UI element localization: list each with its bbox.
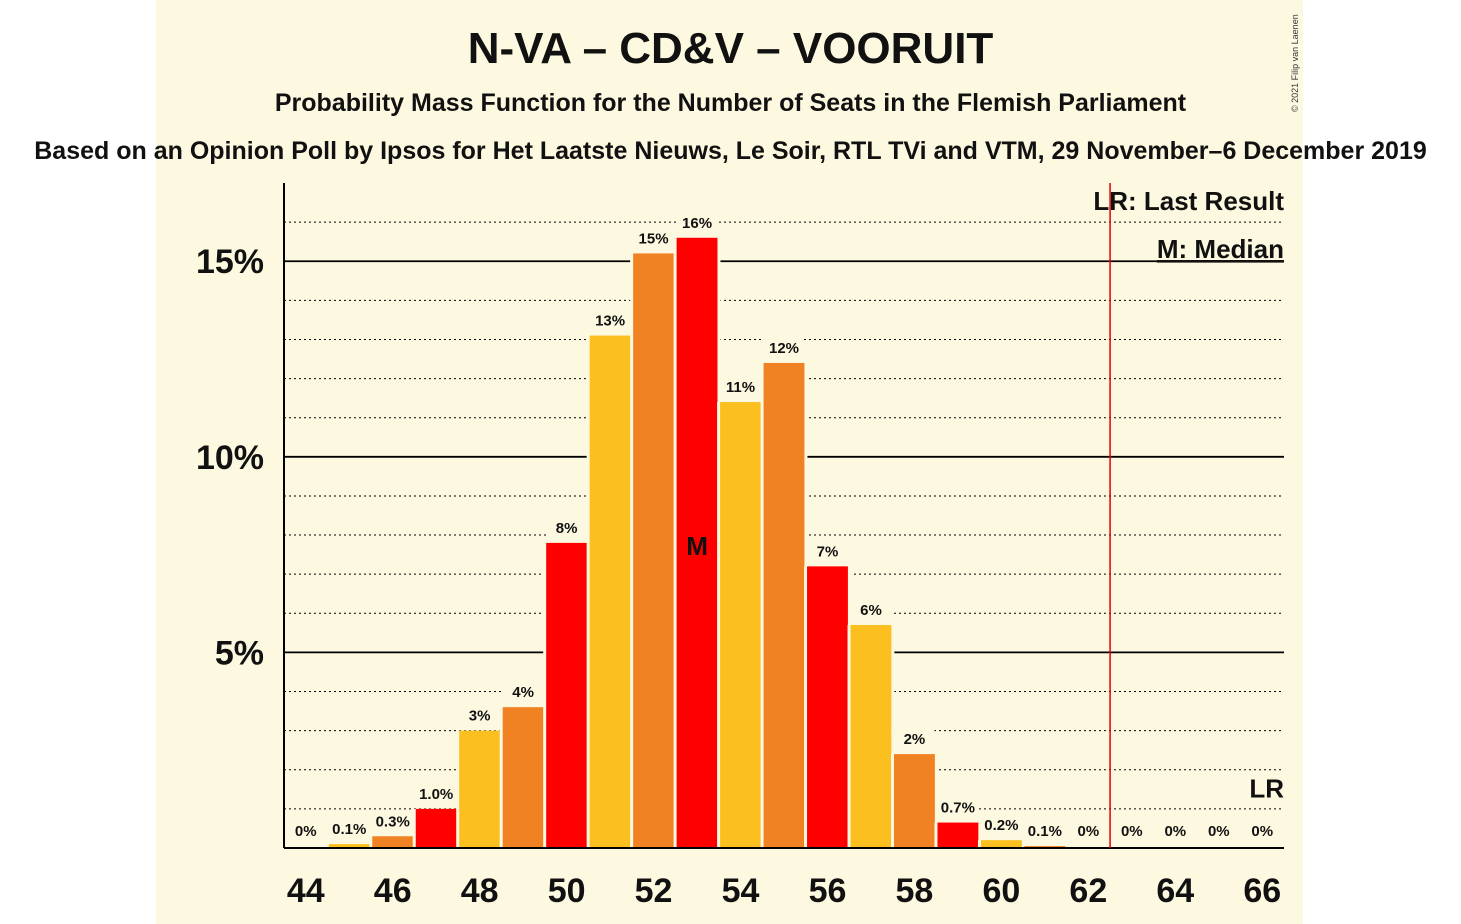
- data-label-bg: [981, 815, 1022, 834]
- bar: [937, 822, 979, 848]
- bar: [633, 253, 674, 849]
- bar: [589, 335, 631, 848]
- x-tick-label: 64: [1156, 872, 1194, 910]
- bar: [676, 237, 718, 848]
- x-tick-label: 60: [982, 872, 1020, 910]
- data-label: 0%: [1121, 823, 1143, 840]
- data-label: 0.7%: [941, 800, 975, 817]
- data-label-bg: [1068, 821, 1109, 839]
- data-label-bg: [1111, 821, 1152, 839]
- data-label-bg: [285, 821, 326, 839]
- data-label: 13%: [595, 313, 625, 330]
- bar: [415, 808, 457, 848]
- x-tick-label: 46: [374, 872, 412, 910]
- x-tick-label: 58: [896, 872, 934, 910]
- x-tick-label: 56: [809, 872, 847, 910]
- x-axis-ticks: 44 46 48 50 52 54 56 58 60 62 64 66: [287, 872, 1281, 910]
- x-tick-label: 48: [461, 872, 499, 910]
- data-label: 3%: [469, 708, 491, 725]
- data-label-bg: [1242, 821, 1283, 839]
- data-label: 0%: [1208, 823, 1230, 840]
- data-label: 6%: [860, 602, 882, 619]
- data-label: 0%: [1251, 823, 1273, 840]
- data-label-bg: [633, 228, 674, 247]
- bar: [850, 625, 892, 848]
- data-label-bg: [1198, 821, 1239, 839]
- x-tick-label: 50: [548, 872, 586, 910]
- data-labels-group: 0% 0.1% 0.3% 1.0% 3% 4% 8% 13% 15% 16% 11% 12% 7% 6% 2…: [285, 212, 1283, 840]
- data-label-bg: [720, 377, 761, 396]
- data-label-bg: [894, 729, 935, 748]
- data-label-bg: [546, 517, 587, 536]
- data-label-bg: [459, 705, 500, 724]
- data-label: 0%: [295, 823, 317, 840]
- bar: [372, 836, 414, 848]
- data-label-bg: [372, 811, 413, 830]
- legend-median: M: Median: [1157, 234, 1284, 264]
- x-tick-label: 54: [722, 872, 760, 910]
- data-label: 0.1%: [1028, 823, 1062, 840]
- legend-last-result: LR: Last Result: [1093, 186, 1284, 216]
- y-tick-label: 5%: [215, 634, 264, 672]
- data-label: 0.2%: [984, 817, 1018, 834]
- data-label: 7%: [817, 543, 839, 560]
- bar: [546, 542, 588, 848]
- data-label: 0.1%: [332, 821, 366, 838]
- bar: [763, 362, 805, 848]
- data-label: 15%: [639, 230, 669, 247]
- chart-title: N-VA – CD&V – VOORUIT: [467, 24, 994, 73]
- x-tick-label: 44: [287, 872, 325, 910]
- chart-subtitle: Probability Mass Function for the Number…: [274, 89, 1187, 117]
- x-tick-label: 52: [635, 872, 673, 910]
- y-tick-label: 15%: [196, 243, 264, 281]
- bar: [328, 844, 370, 848]
- data-label-bg: [807, 541, 848, 560]
- data-label-bg: [416, 783, 457, 802]
- y-tick-label: 10%: [196, 439, 264, 477]
- chart-source: Based on an Opinion Poll by Ipsos for He…: [34, 137, 1427, 165]
- data-label: 11%: [726, 379, 755, 396]
- bar: [502, 707, 544, 848]
- bar: [894, 754, 935, 848]
- bar: [720, 402, 761, 848]
- data-label: 4%: [512, 684, 534, 701]
- data-label: 8%: [556, 520, 578, 537]
- y-axis-ticks: 5% 10% 15%: [196, 243, 264, 672]
- bar: [980, 840, 1022, 848]
- data-label-bg: [590, 310, 631, 329]
- median-marker: M: [686, 531, 708, 561]
- bar: [807, 566, 848, 848]
- last-result-marker: LR: [1249, 773, 1284, 803]
- data-label: 2%: [904, 731, 926, 748]
- data-label-bg: [850, 600, 891, 619]
- data-label: 16%: [682, 215, 712, 232]
- data-label-bg: [764, 337, 804, 356]
- bar: [459, 730, 501, 848]
- data-label-bg: [329, 819, 370, 838]
- data-label-bg: [503, 682, 544, 701]
- data-label: 0%: [1164, 823, 1186, 840]
- data-label: 0.3%: [376, 813, 410, 830]
- x-tick-label: 66: [1243, 872, 1281, 910]
- bars-group: [325, 237, 1156, 849]
- data-label: 12%: [769, 340, 799, 357]
- data-label-bg: [677, 212, 718, 231]
- x-tick-label: 62: [1069, 872, 1107, 910]
- data-label: 1.0%: [419, 786, 453, 803]
- data-label-bg: [937, 797, 978, 816]
- data-label-bg: [1024, 821, 1065, 839]
- data-label: 0%: [1078, 823, 1100, 840]
- data-label-bg: [1155, 821, 1196, 839]
